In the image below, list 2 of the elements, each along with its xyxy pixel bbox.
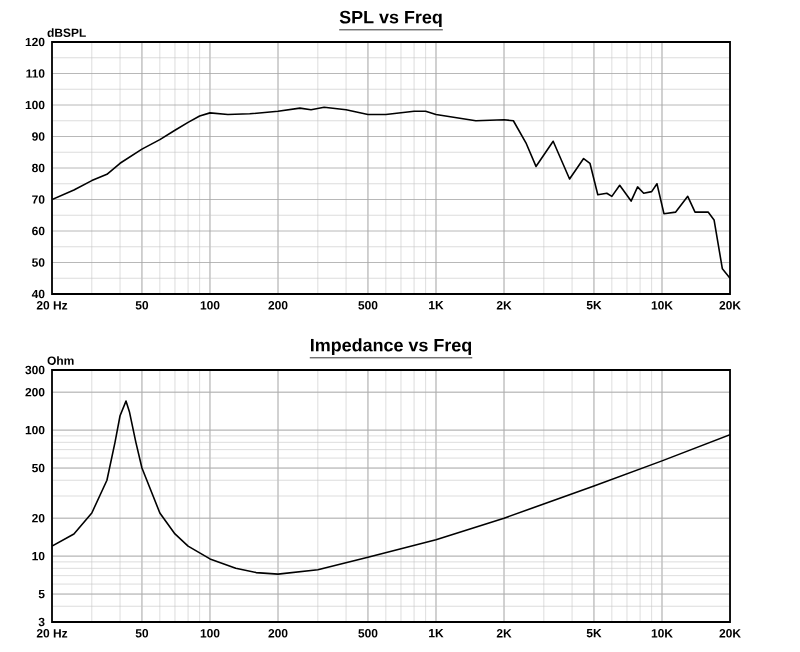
chart-title: SPL vs Freq bbox=[339, 10, 442, 28]
chart-title: Impedance vs Freq bbox=[310, 338, 472, 356]
